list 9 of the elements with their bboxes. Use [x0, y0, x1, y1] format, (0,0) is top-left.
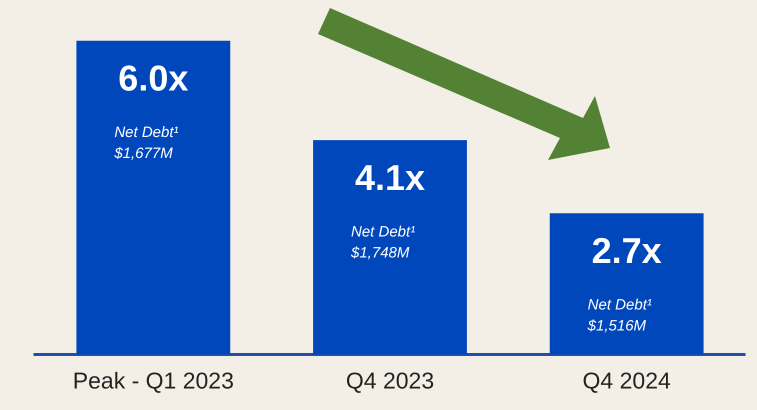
annotation: Net Debt¹ $1,748M	[350, 223, 416, 262]
data-label: 6.0x	[118, 58, 188, 99]
annotation: Net Debt¹ $1,516M	[586, 296, 652, 334]
annotation: Net Debt¹ $1,677M	[113, 124, 179, 162]
x-tick-label: Peak - Q1 2023	[72, 368, 234, 394]
data-label: 2.7x	[592, 230, 662, 272]
data-label: 4.1x	[354, 157, 426, 198]
x-tick-label: Q4 2023	[346, 368, 434, 394]
x-tick-label: Q4 2024	[582, 368, 671, 394]
